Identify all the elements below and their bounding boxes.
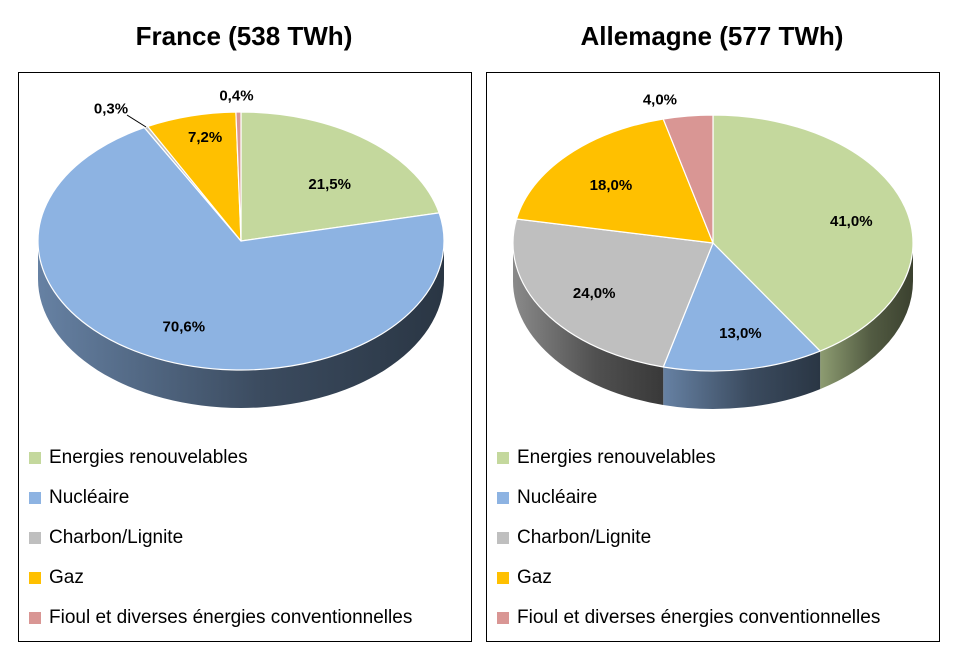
pie-slice-2 — [512, 218, 714, 368]
leader-line-2 — [126, 114, 147, 128]
pie-slice-0 — [240, 111, 440, 242]
legend-item: Charbon/Lignite — [29, 518, 412, 558]
pie-side-1 — [38, 241, 444, 408]
chart-title-allemagne: Allemagne (577 TWh) — [580, 21, 844, 51]
legend-swatch — [29, 612, 41, 624]
data-label-2: 0,3% — [94, 100, 128, 117]
data-label-3: 7,2% — [188, 129, 222, 146]
legend-label: Nucléaire — [517, 487, 598, 508]
pie-plot-allemagne: 41,0% 13,0% 24,0% 18,0% 4,0% — [512, 92, 914, 409]
pie-side-1 — [663, 351, 821, 409]
pie-slice-4 — [662, 114, 714, 244]
pie-slice-1 — [662, 242, 821, 372]
chart-title-france: France (538 TWh) — [135, 21, 353, 51]
legend-france: Energies renouvelables Nucléaire Charbon/L… — [29, 438, 412, 638]
pie-plot-france: 21,5% 70,6% 0,3% 7,2% 0,4% — [37, 88, 445, 408]
legend-swatch — [497, 492, 509, 504]
data-label-4: 0,4% — [219, 88, 253, 105]
data-label-4: 4,0% — [643, 92, 677, 109]
legend-item: Energies renouvelables — [497, 438, 880, 478]
data-label-1: 13,0% — [719, 325, 762, 342]
legend-label: Energies renouvelables — [517, 447, 716, 468]
legend-swatch — [497, 612, 509, 624]
legend-label: Energies renouvelables — [49, 447, 248, 468]
legend-label: Nucléaire — [49, 487, 130, 508]
legend-item: Charbon/Lignite — [497, 518, 880, 558]
legend-item: Nucléaire — [29, 478, 412, 518]
legend-label: Charbon/Lignite — [49, 527, 184, 548]
legend-item: Fioul et diverses énergies conventionnel… — [497, 598, 880, 638]
data-label-3: 18,0% — [590, 177, 633, 194]
legend-swatch — [497, 572, 509, 584]
legend-item: Energies renouvelables — [29, 438, 412, 478]
data-label-1: 70,6% — [163, 318, 206, 335]
pie-slice-4 — [235, 111, 242, 242]
legend-swatch — [29, 532, 41, 544]
legend-label: Charbon/Lignite — [517, 527, 652, 548]
legend-swatch — [29, 492, 41, 504]
legend-label: Fioul et diverses énergies conventionnel… — [517, 607, 881, 628]
data-label-0: 21,5% — [308, 176, 351, 193]
pie-slice-3 — [515, 118, 714, 244]
data-label-2: 24,0% — [573, 285, 616, 302]
legend-swatch — [497, 532, 509, 544]
chart-france: 21,5% 70,6% 0,3% 7,2% 0,4% Energies renouvel… — [18, 72, 472, 642]
legend-item: Gaz — [497, 558, 880, 598]
legend-label: Fioul et diverses énergies conventionnel… — [49, 607, 413, 628]
pie-slice-1 — [37, 126, 445, 371]
legend-item: Nucléaire — [497, 478, 880, 518]
legend-swatch — [497, 452, 509, 464]
legend-label: Gaz — [49, 567, 84, 588]
pie-slice-0 — [712, 114, 914, 352]
legend-swatch — [29, 572, 41, 584]
pie-side-0 — [820, 243, 913, 390]
legend-allemagne: Energies renouvelables Nucléaire Charbon/L… — [497, 438, 880, 638]
legend-swatch — [29, 452, 41, 464]
legend-item: Gaz — [29, 558, 412, 598]
chart-allemagne: 41,0% 13,0% 24,0% 18,0% 4,0% Energies renouv… — [486, 72, 940, 642]
legend-item: Fioul et diverses énergies conventionnel… — [29, 598, 412, 638]
legend-label: Gaz — [517, 567, 552, 588]
pie-side-2 — [513, 243, 664, 405]
data-label-0: 41,0% — [830, 213, 873, 230]
